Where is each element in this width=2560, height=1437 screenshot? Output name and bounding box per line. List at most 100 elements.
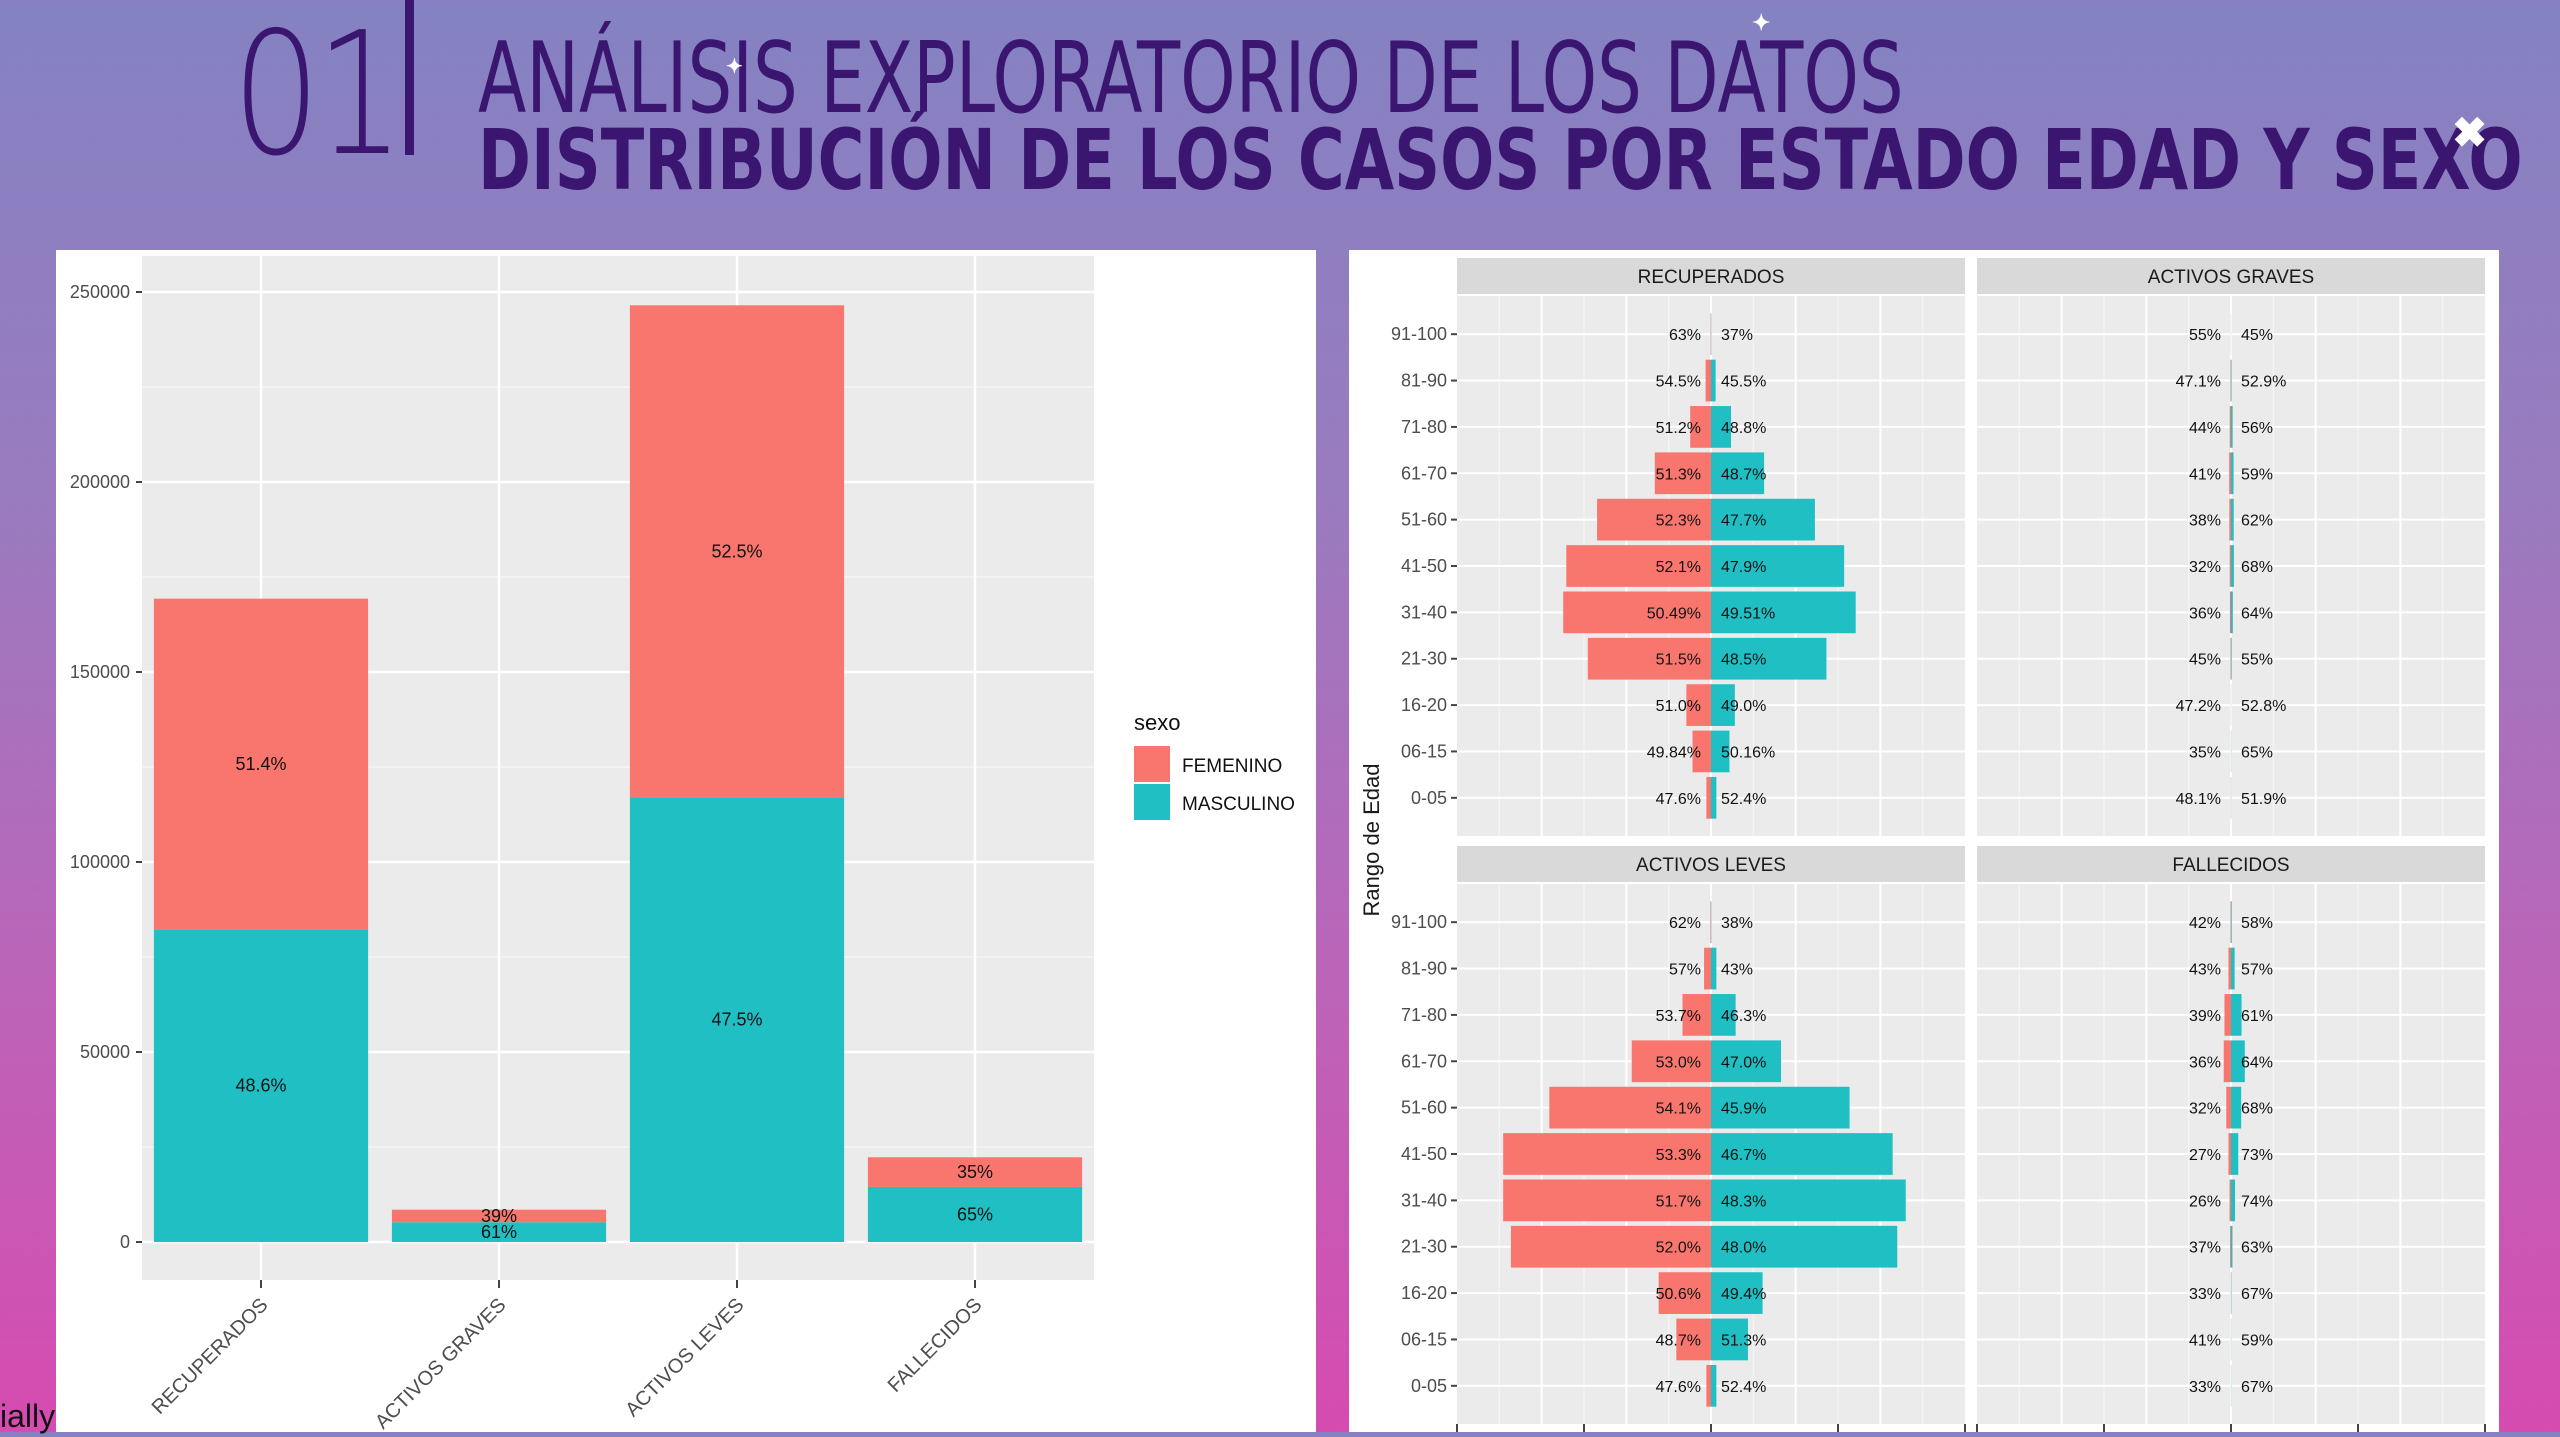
bar-data-label: 44%: [2189, 420, 2221, 437]
age-pyramid-chart: RECUPERADOS47.6%52.4%0-0549.84%50.16%06-…: [1349, 250, 2499, 1432]
bar-data-label: 38%: [1721, 915, 1753, 932]
legend-label: FEMENINO: [1182, 756, 1282, 777]
y-tick-label: 31-40: [1401, 1190, 1447, 1210]
bar-data-label: 73%: [2241, 1147, 2273, 1164]
y-tick-label: 81-90: [1401, 959, 1447, 979]
bar-data-label: 52.5%: [711, 541, 762, 561]
bar-masculino: [2231, 1180, 2235, 1222]
bar-data-label: 47.7%: [1721, 513, 1766, 530]
bar-data-label: 32%: [2189, 559, 2221, 576]
bar-masculino: [2231, 901, 2232, 943]
bar-femenino: [2228, 1133, 2231, 1175]
bar-data-label: 46.7%: [1721, 1147, 1766, 1164]
bar-data-label: 33%: [2189, 1286, 2221, 1303]
bar-masculino: [2231, 406, 2233, 448]
bar-data-label: 41%: [2189, 466, 2221, 483]
bar-data-label: 45%: [2189, 652, 2221, 669]
bar-data-label: 51.5%: [1656, 652, 1701, 669]
bar-data-label: 58%: [2241, 915, 2273, 932]
bar-data-label: 53.3%: [1656, 1147, 1701, 1164]
legend-key-femenino: [1134, 746, 1170, 782]
bar-masculino: [2231, 994, 2242, 1036]
bar-data-label: 47.6%: [1656, 1379, 1701, 1396]
bar-data-label: 35%: [2189, 744, 2221, 761]
bar-data-label: 47.9%: [1721, 559, 1766, 576]
bar-data-label: 52.0%: [1656, 1240, 1701, 1257]
bar-femenino: [2228, 948, 2231, 990]
bar-data-label: 65%: [957, 1204, 993, 1224]
bar-femenino: [2224, 994, 2231, 1036]
bar-data-label: 45.9%: [1721, 1101, 1766, 1118]
bar-data-label: 53.7%: [1656, 1008, 1701, 1025]
section-number: 01: [232, 10, 400, 180]
bar-data-label: 52.4%: [1721, 791, 1766, 808]
bar-masculino: [2231, 1133, 2238, 1175]
bar-masculino: [1711, 777, 1716, 819]
bar-femenino: [2230, 360, 2231, 402]
bar-data-label: 47.5%: [711, 1010, 762, 1030]
y-tick-label: 06-15: [1401, 1329, 1447, 1349]
bar-data-label: 26%: [2189, 1193, 2221, 1210]
bar-data-label: 36%: [2189, 605, 2221, 622]
y-tick-label: 31-40: [1401, 602, 1447, 622]
y-tick-label: 71-80: [1401, 417, 1447, 437]
bar-masculino: [1711, 948, 1716, 990]
header-divider: [405, 0, 414, 155]
sparkle-icon: ✦: [1752, 10, 1770, 36]
bar-data-label: 52.3%: [1656, 513, 1701, 530]
bar-data-label: 35%: [957, 1162, 993, 1182]
bar-data-label: 49.51%: [1721, 605, 1775, 622]
bar-data-label: 68%: [2241, 1101, 2273, 1118]
bar-femenino: [1704, 948, 1711, 990]
bar-masculino: [2231, 638, 2232, 680]
watermark-text: ially: [0, 1398, 55, 1435]
bar-data-label: 38%: [2189, 513, 2221, 530]
y-tick-label: 41-50: [1401, 1144, 1447, 1164]
bar-masculino: [2231, 1226, 2232, 1268]
bar-data-label: 47.2%: [2176, 698, 2221, 715]
bar-data-label: 65%: [2241, 744, 2273, 761]
y-tick-label: 16-20: [1401, 695, 1447, 715]
bar-masculino: [2231, 452, 2234, 494]
y-tick-label: 91-100: [1391, 912, 1447, 932]
y-tick-label: 06-15: [1401, 741, 1447, 761]
bar-masculino: [1711, 360, 1716, 402]
y-tick-label: 50000: [80, 1042, 130, 1062]
y-tick-label: 21-30: [1401, 1237, 1447, 1257]
bar-data-label: 49.4%: [1721, 1286, 1766, 1303]
bar-data-label: 47.0%: [1721, 1054, 1766, 1071]
bar-data-label: 48.0%: [1721, 1240, 1766, 1257]
bar-data-label: 48.7%: [1721, 466, 1766, 483]
bar-data-label: 32%: [2189, 1101, 2221, 1118]
bar-data-label: 63%: [1669, 327, 1701, 344]
bar-data-label: 67%: [2241, 1286, 2273, 1303]
bar-femenino: [1710, 901, 1711, 943]
y-tick-label: 0-05: [1411, 1376, 1447, 1396]
bar-data-label: 33%: [2189, 1379, 2221, 1396]
y-tick-label: 0-05: [1411, 788, 1447, 808]
y-tick-label: 150000: [70, 662, 130, 682]
bar-femenino: [2229, 452, 2231, 494]
bar-data-label: 56%: [2241, 420, 2273, 437]
bar-data-label: 54.5%: [1656, 374, 1701, 391]
bar-data-label: 50.16%: [1721, 744, 1775, 761]
bar-data-label: 27%: [2189, 1147, 2221, 1164]
bar-data-label: 57%: [2241, 962, 2273, 979]
bar-data-label: 45%: [2241, 327, 2273, 344]
bar-femenino: [2230, 592, 2231, 634]
bar-femenino: [1706, 360, 1711, 402]
bar-data-label: 52.4%: [1721, 1379, 1766, 1396]
bar-data-label: 51.2%: [1656, 420, 1701, 437]
legend-title: sexo: [1134, 710, 1180, 735]
bar-data-label: 63%: [2241, 1240, 2273, 1257]
bar-data-label: 51.3%: [1721, 1332, 1766, 1349]
bar-data-label: 64%: [2241, 1054, 2273, 1071]
bar-data-label: 36%: [2189, 1054, 2221, 1071]
bar-data-label: 51.3%: [1656, 466, 1701, 483]
bar-data-label: 41%: [2189, 1332, 2221, 1349]
y-tick-label: 51-60: [1401, 1098, 1447, 1118]
bar-femenino: [1706, 1365, 1711, 1407]
bar-femenino: [1706, 777, 1711, 819]
stacked-bar-chart: 05000010000015000020000025000048.6%51.4%…: [56, 250, 1316, 1432]
